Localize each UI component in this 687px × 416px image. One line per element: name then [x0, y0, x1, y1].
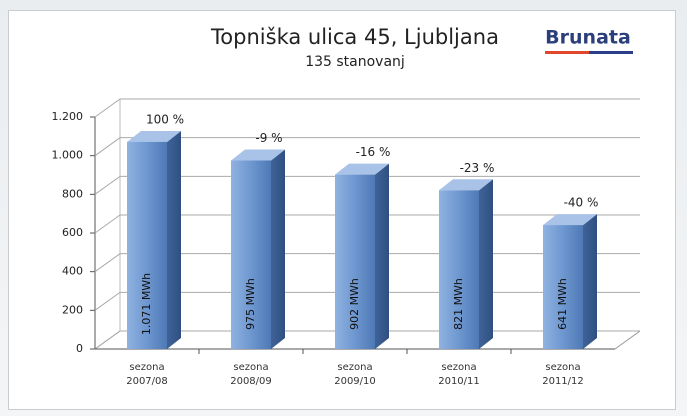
bar-side — [583, 214, 597, 349]
y-tick-label: 1.000 — [52, 149, 84, 162]
bar — [543, 225, 583, 349]
bar-top — [543, 214, 597, 226]
bar-side — [271, 149, 285, 349]
y-tick-label: 600 — [62, 226, 83, 239]
chart-title: Topniška ulica 45, Ljubljana — [210, 25, 499, 49]
annotation: -23 % — [460, 161, 495, 175]
bar-top — [439, 179, 493, 191]
bar-side — [167, 130, 181, 349]
grid-line — [94, 98, 640, 118]
y-tick-label: 400 — [62, 265, 83, 278]
logo: Brunata — [545, 27, 631, 49]
x-tick-label: sezona 2008/09 — [230, 362, 272, 387]
y-tick-label: 0 — [76, 342, 83, 355]
y-tick-label: 200 — [62, 303, 83, 316]
value-label: 902 MWh — [348, 278, 361, 330]
annotation: -9 % — [255, 131, 282, 145]
value-label: 975 MWh — [244, 278, 257, 330]
x-tick-label: sezona 2009/10 — [334, 362, 376, 387]
logo-bar — [545, 51, 589, 54]
y-tick-label: 1.200 — [52, 110, 84, 123]
bar-side — [375, 163, 389, 349]
y-tick-label: 800 — [62, 187, 83, 200]
logo-bar — [589, 51, 633, 54]
bar — [231, 160, 271, 349]
bar-top — [231, 149, 285, 161]
bar-side — [479, 179, 493, 349]
annotation: -16 % — [356, 145, 391, 159]
annotation: -40 % — [564, 196, 599, 210]
bar-top — [335, 163, 389, 175]
value-label: 641 MWh — [556, 278, 569, 330]
bar — [439, 190, 479, 349]
annotation: 100 % — [146, 112, 184, 126]
x-tick-label: sezona 2007/08 — [126, 362, 168, 387]
floor-edge — [614, 330, 641, 350]
chart-subtitle: 135 stanovanj — [305, 54, 405, 70]
bar-top — [127, 130, 181, 142]
value-label: 1.071 MWh — [140, 273, 153, 335]
bar — [335, 174, 375, 349]
grid-line — [94, 175, 640, 195]
x-tick-label: sezona 2011/12 — [542, 362, 584, 387]
value-label: 821 MWh — [452, 278, 465, 330]
x-tick-label: sezona 2010/11 — [438, 362, 480, 387]
bar — [127, 141, 167, 349]
grid-line — [94, 137, 640, 157]
